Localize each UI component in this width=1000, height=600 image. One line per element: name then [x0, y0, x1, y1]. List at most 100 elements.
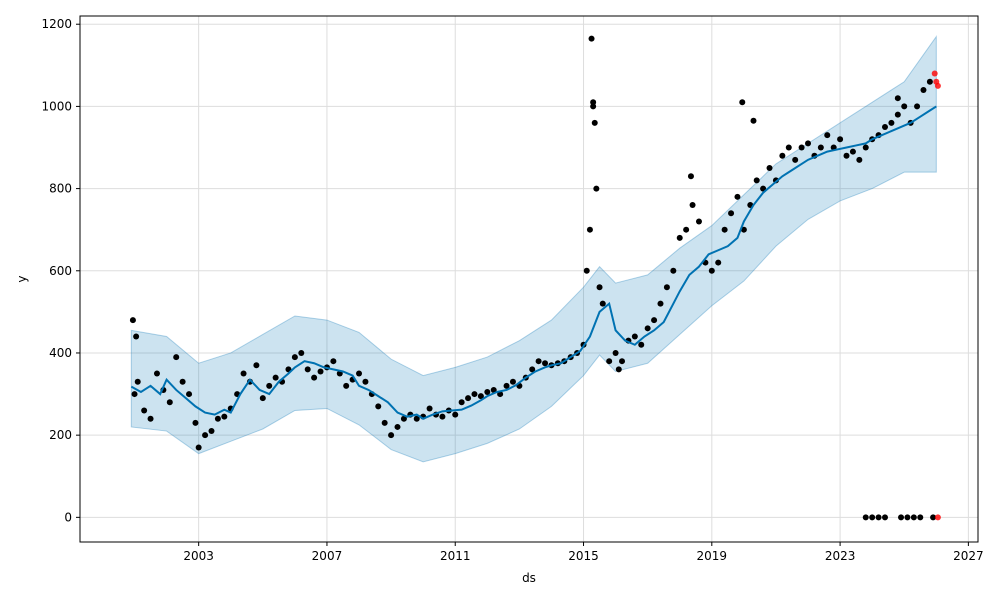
observed-point: [817, 144, 824, 151]
observed-point: [129, 317, 136, 324]
x-axis-label: ds: [522, 571, 536, 585]
observed-point: [394, 423, 401, 430]
x-tick-label: 2027: [953, 549, 984, 563]
interval-band: [130, 34, 937, 463]
observed-point: [509, 378, 516, 385]
observed-point: [631, 333, 638, 340]
observed-point: [272, 374, 279, 381]
observed-point: [356, 370, 363, 377]
observed-point: [147, 415, 154, 422]
observed-point: [881, 123, 888, 130]
observed-point: [599, 300, 606, 307]
observed-point: [644, 325, 651, 332]
observed-point: [583, 267, 590, 274]
y-tick-label: 0: [64, 510, 72, 524]
observed-point: [490, 386, 497, 393]
observed-point: [439, 413, 446, 420]
observed-point: [413, 415, 420, 422]
observed-point: [779, 152, 786, 159]
observed-point: [542, 360, 549, 367]
y-tick-label: 600: [49, 264, 72, 278]
observed-point: [484, 389, 491, 396]
observed-point: [862, 144, 869, 151]
observed-point: [195, 444, 202, 451]
y-tick-label: 1000: [41, 99, 72, 113]
x-tick-label: 2019: [697, 549, 728, 563]
observed-point: [901, 103, 908, 110]
observed-point: [612, 349, 619, 356]
observed-point: [304, 366, 311, 373]
x-tick-label: 2023: [825, 549, 856, 563]
observed-point: [849, 148, 856, 155]
observed-point: [615, 366, 622, 373]
observed-point: [894, 111, 901, 118]
observed-point: [606, 358, 613, 365]
observed-point: [750, 117, 757, 124]
observed-point: [862, 514, 869, 521]
x-tick-label: 2003: [183, 549, 214, 563]
observed-point: [619, 358, 626, 365]
observed-point: [760, 185, 767, 192]
observed-point: [591, 119, 598, 126]
observed-point: [881, 514, 888, 521]
observed-point: [590, 103, 597, 110]
y-axis-label: y: [15, 275, 29, 282]
observed-point: [208, 428, 215, 435]
observed-point: [298, 349, 305, 356]
observed-point: [805, 140, 812, 147]
observed-point: [739, 99, 746, 106]
observed-point: [670, 267, 677, 274]
x-tick-label: 2007: [312, 549, 343, 563]
observed-points: [129, 35, 937, 521]
observed-point: [375, 403, 382, 410]
observed-point: [192, 419, 199, 426]
observed-point: [240, 370, 247, 377]
observed-point: [843, 152, 850, 159]
observed-point: [926, 78, 933, 85]
observed-point: [588, 35, 595, 42]
observed-point: [721, 226, 728, 233]
observed-point: [134, 378, 141, 385]
observed-point: [792, 156, 799, 163]
observed-point: [898, 514, 905, 521]
observed-point: [529, 366, 536, 373]
observed-point: [362, 378, 369, 385]
observed-point: [202, 432, 209, 439]
observed-point: [173, 354, 180, 361]
observed-point: [715, 259, 722, 266]
observed-point: [452, 411, 459, 418]
observed-point: [253, 362, 260, 369]
forecast-line: [130, 105, 937, 420]
observed-point: [695, 218, 702, 225]
observed-point: [753, 177, 760, 184]
axis-ticks: 2003 2007 2011 2015 2019 2023 2027 0 200 400 600 80…: [41, 17, 983, 563]
observed-point: [381, 419, 388, 426]
observed-point: [930, 514, 937, 521]
observed-point: [785, 144, 792, 151]
plot-frame: [79, 15, 979, 543]
observed-point: [837, 136, 844, 143]
observed-point: [875, 514, 882, 521]
observed-point: [894, 95, 901, 102]
observed-point: [708, 267, 715, 274]
observed-point: [153, 370, 160, 377]
y-tick-label: 400: [49, 346, 72, 360]
highlighted-point: [934, 82, 941, 89]
observed-point: [888, 119, 895, 126]
observed-point: [687, 173, 694, 180]
observed-point: [221, 413, 228, 420]
observed-point: [651, 317, 658, 324]
x-tick-label: 2015: [568, 549, 599, 563]
observed-point: [458, 399, 465, 406]
observed-point: [503, 382, 510, 389]
observed-point: [141, 407, 148, 414]
observed-point: [593, 185, 600, 192]
observed-point: [657, 300, 664, 307]
observed-point: [330, 358, 337, 365]
observed-point: [740, 226, 747, 233]
forecast-line-group: [130, 105, 937, 420]
observed-point: [317, 368, 324, 375]
observed-point: [186, 391, 193, 398]
observed-point: [311, 374, 318, 381]
